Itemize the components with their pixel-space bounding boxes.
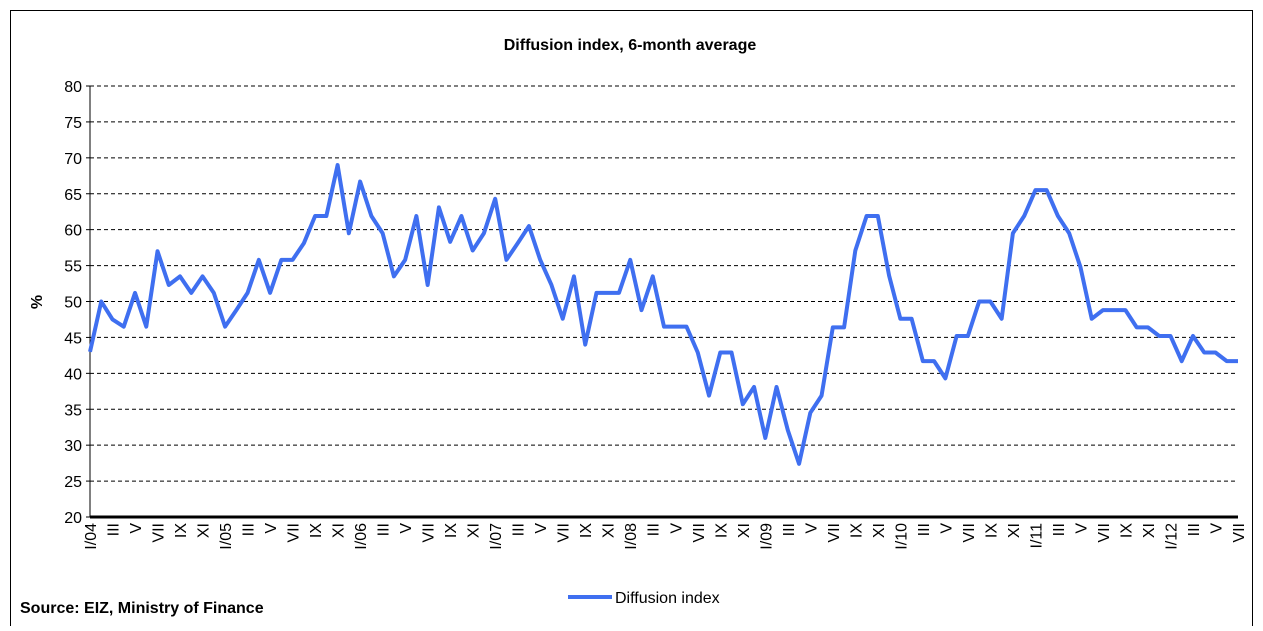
chart-frame	[10, 10, 1253, 631]
x-tick-label: VII	[421, 523, 438, 543]
y-tick-label: 70	[64, 151, 82, 168]
y-tick-label: 65	[64, 187, 82, 204]
y-tick-label: 45	[64, 330, 82, 347]
x-tick-label: I/09	[758, 523, 775, 550]
x-tick-label: XI	[736, 523, 753, 538]
x-tick-label: XI	[466, 523, 483, 538]
x-tick-label: I/11	[1028, 523, 1045, 549]
x-tick-label: V	[128, 523, 145, 534]
x-tick-label: V	[803, 523, 820, 534]
x-tick-label: VII	[151, 523, 168, 543]
x-tick-label: XI	[331, 523, 348, 538]
x-tick-label: I/04	[83, 523, 100, 550]
x-tick-label: VII	[826, 523, 843, 543]
x-tick-label: IX	[713, 523, 730, 538]
y-axis-label: %	[29, 295, 46, 309]
source-note: Source: EIZ, Ministry of Finance	[20, 600, 264, 617]
x-tick-label: XI	[1006, 523, 1023, 538]
y-tick-label: 30	[64, 438, 82, 455]
x-tick-label: IX	[173, 523, 190, 538]
chart-title: Diffusion index, 6-month average	[504, 37, 757, 54]
y-tick-label: 50	[64, 295, 82, 312]
x-tick-label: V	[1208, 523, 1225, 534]
x-tick-label: I/12	[1163, 523, 1180, 550]
y-tick-label: 40	[64, 366, 82, 383]
x-tick-label: III	[376, 523, 393, 536]
x-tick-label: V	[398, 523, 415, 534]
x-tick-label: V	[668, 523, 685, 534]
x-tick-label: I/07	[488, 523, 505, 550]
legend-label: Diffusion index	[615, 590, 720, 607]
y-tick-label: 35	[64, 402, 82, 419]
x-tick-label: V	[938, 523, 955, 534]
x-tick-label: IX	[848, 523, 865, 538]
x-tick-label: VII	[691, 523, 708, 543]
x-tick-label: I/05	[218, 523, 235, 550]
x-tick-label: VII	[1231, 523, 1248, 543]
x-tick-label: XI	[196, 523, 213, 538]
y-tick-label: 60	[64, 223, 82, 240]
x-tick-label: III	[1051, 523, 1068, 536]
x-tick-label: III	[511, 523, 528, 536]
x-tick-label: I/10	[893, 523, 910, 550]
x-tick-label: IX	[1118, 523, 1135, 538]
x-tick-label: III	[241, 523, 258, 536]
x-tick-label: VII	[286, 523, 303, 543]
x-tick-label: IX	[983, 523, 1000, 538]
x-tick-label: III	[781, 523, 798, 536]
x-tick-label: VII	[1096, 523, 1113, 543]
x-tick-label: I/06	[353, 523, 370, 550]
y-tick-label: 75	[64, 115, 82, 132]
y-tick-label: 25	[64, 474, 82, 491]
x-tick-label: I/08	[623, 523, 640, 550]
x-tick-label: V	[1073, 523, 1090, 534]
x-tick-label: XI	[601, 523, 618, 538]
x-tick-label: V	[533, 523, 550, 534]
y-tick-label: 20	[64, 510, 82, 527]
x-tick-label: VII	[556, 523, 573, 543]
x-tick-label: XI	[1141, 523, 1158, 538]
x-tick-label: IX	[443, 523, 460, 538]
x-tick-label: VII	[961, 523, 978, 543]
x-tick-label: III	[916, 523, 933, 536]
y-tick-label: 80	[64, 79, 82, 96]
x-tick-label: III	[1186, 523, 1203, 536]
x-tick-label: XI	[871, 523, 888, 538]
data-line	[88, 163, 1238, 466]
y-tick-label: 55	[64, 259, 82, 276]
x-tick-label: IX	[308, 523, 325, 538]
x-tick-label: III	[106, 523, 123, 536]
x-tick-label: V	[263, 523, 280, 534]
x-tick-label: IX	[578, 523, 595, 538]
x-tick-label: III	[646, 523, 663, 536]
